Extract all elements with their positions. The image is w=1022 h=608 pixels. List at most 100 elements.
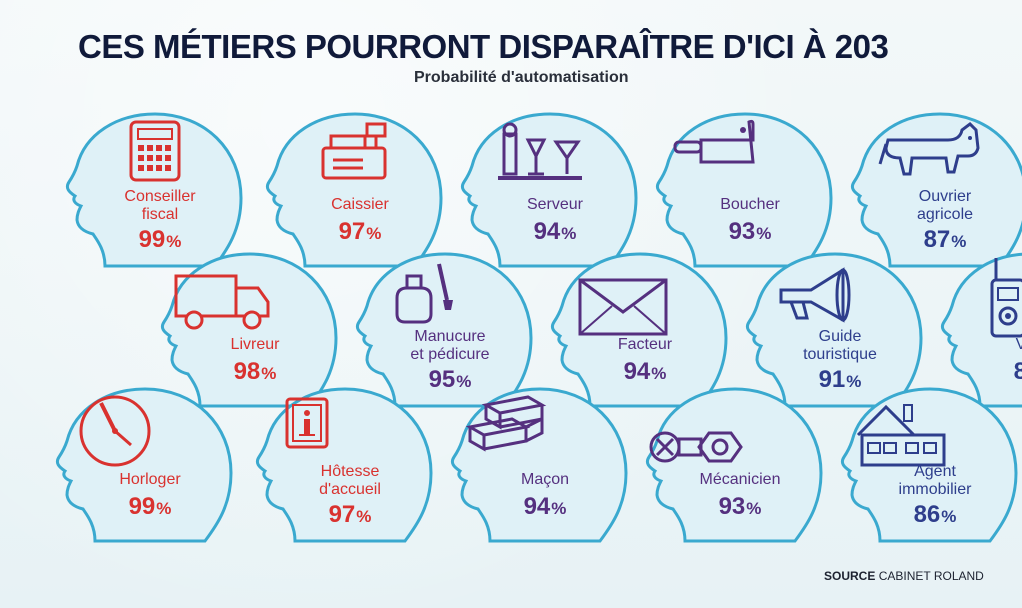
probability-value: 84% bbox=[960, 358, 1022, 386]
serving-tray-icon bbox=[498, 122, 582, 180]
job-label-line: Livreur bbox=[230, 336, 280, 353]
job-label-line: agricole bbox=[916, 206, 974, 223]
job-label-line: Agent bbox=[914, 463, 956, 480]
probability-number: 87 bbox=[923, 226, 951, 253]
probability-number: 97 bbox=[338, 218, 366, 245]
head-silhouette bbox=[940, 252, 1022, 408]
probability-unit: % bbox=[456, 372, 472, 391]
probability-value: 94% bbox=[470, 493, 620, 521]
head-silhouette bbox=[265, 112, 443, 268]
probability-number: 84 bbox=[1013, 358, 1022, 385]
job-label-line: immobilier bbox=[898, 481, 972, 498]
clock-icon bbox=[79, 395, 151, 467]
head-silhouette bbox=[355, 252, 533, 408]
probability-number: 91 bbox=[818, 366, 846, 393]
head-agent-immobilier: Agent immobilier 86% bbox=[820, 375, 1020, 545]
probability-unit: % bbox=[756, 224, 772, 243]
probability-number: 99 bbox=[138, 226, 166, 253]
job-label: Boucher bbox=[675, 196, 825, 214]
probability-value: 97% bbox=[285, 218, 435, 246]
probability-number: 94 bbox=[623, 358, 651, 385]
cash-register-icon bbox=[321, 122, 387, 180]
job-label: Conseiller fiscal bbox=[85, 188, 235, 224]
probability-number: 99 bbox=[128, 493, 156, 520]
job-label-line: fiscal bbox=[141, 206, 179, 223]
probability-number: 97 bbox=[328, 501, 356, 528]
head-silhouette bbox=[450, 387, 628, 543]
job-label-line: Hôtesse bbox=[320, 463, 380, 480]
job-label: Guide touristique bbox=[765, 328, 915, 364]
probability-number: 93 bbox=[718, 493, 746, 520]
probability-value: 97% bbox=[275, 501, 425, 529]
envelope-icon bbox=[578, 278, 668, 336]
probability-value: 86% bbox=[860, 501, 1010, 529]
source-label: SOURCE bbox=[824, 569, 876, 583]
probability-value: 87% bbox=[870, 226, 1020, 254]
probability-number: 94 bbox=[523, 493, 551, 520]
probability-value: 94% bbox=[570, 358, 720, 386]
job-label-line: d'accueil bbox=[319, 481, 381, 498]
head-silhouette bbox=[255, 387, 433, 543]
probability-value: 91% bbox=[765, 366, 915, 394]
nail-polish-icon bbox=[395, 263, 453, 324]
source-name: CABINET ROLAND bbox=[878, 569, 984, 583]
probability-unit: % bbox=[366, 224, 382, 243]
probability-value: 99% bbox=[75, 493, 225, 521]
head-hotesse-d-accueil: Hôtesse d'accueil 97% bbox=[235, 375, 435, 545]
job-label-line: Vigile bbox=[1015, 336, 1022, 353]
head-vigile: Vigile 84% bbox=[920, 240, 1022, 410]
job-label-line: et pédicure bbox=[410, 346, 490, 363]
job-label: Livreur bbox=[180, 336, 330, 354]
probability-number: 93 bbox=[728, 218, 756, 245]
probability-unit: % bbox=[941, 507, 957, 526]
probability-number: 98 bbox=[233, 358, 261, 385]
job-label-line: Maçon bbox=[520, 471, 570, 488]
job-label: Hôtesse d'accueil bbox=[275, 463, 425, 499]
chart-subtitle: Probabilité d'automatisation bbox=[414, 69, 629, 86]
job-label-line: Conseiller bbox=[124, 188, 196, 205]
head-caissier: Caissier 97% bbox=[245, 100, 445, 270]
head-livreur: Livreur 98% bbox=[140, 240, 340, 410]
head-silhouette bbox=[160, 252, 338, 408]
head-silhouette bbox=[850, 112, 1022, 268]
probability-unit: % bbox=[261, 364, 277, 383]
info-sign-icon bbox=[285, 397, 329, 449]
head-manucure-et-pedicure: Manucure et pédicure 95% bbox=[335, 240, 535, 410]
probability-unit: % bbox=[166, 232, 182, 251]
probability-unit: % bbox=[356, 507, 372, 526]
probability-value: 98% bbox=[180, 358, 330, 386]
probability-number: 86 bbox=[913, 501, 941, 528]
house-icon bbox=[856, 404, 946, 467]
head-guide-touristique: Guide touristique 91% bbox=[725, 240, 925, 410]
probability-unit: % bbox=[846, 372, 862, 391]
job-label: Agent immobilier bbox=[860, 463, 1010, 499]
chart-title: CES MÉTIERS POURRONT DISPARAÎTRE D'ICI À… bbox=[78, 28, 889, 65]
job-label-line: Serveur bbox=[526, 196, 584, 213]
head-silhouette bbox=[645, 387, 823, 543]
head-silhouette bbox=[55, 387, 233, 543]
job-label: Facteur bbox=[570, 336, 720, 354]
probability-value: 94% bbox=[480, 218, 630, 246]
probability-value: 93% bbox=[675, 218, 825, 246]
probability-unit: % bbox=[156, 499, 172, 518]
bolt-nut-icon bbox=[649, 431, 743, 463]
job-label: Horloger bbox=[75, 471, 225, 489]
probability-unit: % bbox=[746, 499, 762, 518]
job-label-line: Boucher bbox=[720, 196, 780, 213]
job-label-line: Mécanicien bbox=[699, 471, 781, 488]
job-label-line: Manucure bbox=[414, 328, 486, 345]
job-label: Mécanicien bbox=[665, 471, 815, 489]
head-serveur: Serveur 94% bbox=[440, 100, 640, 270]
probability-number: 95 bbox=[428, 366, 456, 393]
source-credit: SOURCE CABINET ROLAND bbox=[824, 569, 984, 583]
head-boucher: Boucher 93% bbox=[635, 100, 835, 270]
job-label: Manucure et pédicure bbox=[375, 328, 525, 364]
job-label: Maçon bbox=[470, 471, 620, 489]
job-label-line: touristique bbox=[803, 346, 877, 363]
probability-value: 93% bbox=[665, 493, 815, 521]
head-silhouette bbox=[745, 252, 923, 408]
job-label: Vigile bbox=[960, 336, 1022, 354]
head-ouvrier-agricole: Ouvrier agricole 87% bbox=[830, 100, 1022, 270]
